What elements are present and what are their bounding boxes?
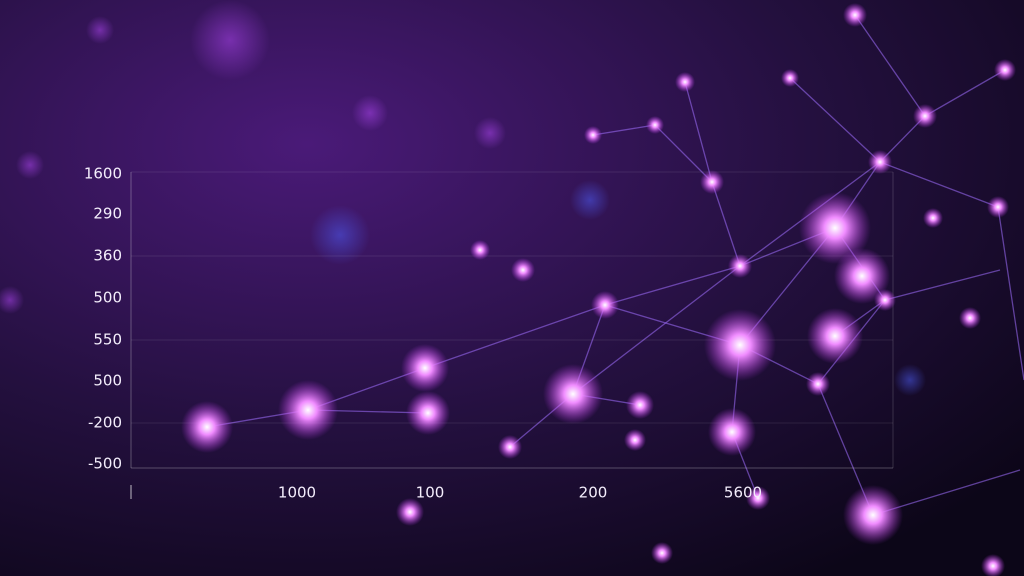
y-tick-label: 290 [93, 205, 122, 223]
x-tick-label: 1000 [278, 484, 316, 502]
y-tick-label: 500 [93, 372, 122, 390]
y-tick-label: 550 [93, 331, 122, 349]
axes [130, 171, 894, 499]
y-tick-label: 360 [93, 247, 122, 265]
x-tick-label: 5600 [724, 484, 762, 502]
y-axis-labels: 1600 290 360 500 550 500 -200 -500 [84, 165, 122, 473]
y-tick-label: -200 [88, 414, 122, 432]
y-tick-label: -500 [88, 455, 122, 473]
bokeh [0, 0, 926, 396]
x-tick-label: 200 [579, 484, 608, 502]
x-axis-labels: 1000 100 200 5600 [278, 484, 762, 502]
x-tick-label: 100 [416, 484, 445, 502]
y-tick-label: 500 [93, 289, 122, 307]
y-tick-label: 1600 [84, 165, 122, 183]
network-nodes [181, 3, 1016, 576]
